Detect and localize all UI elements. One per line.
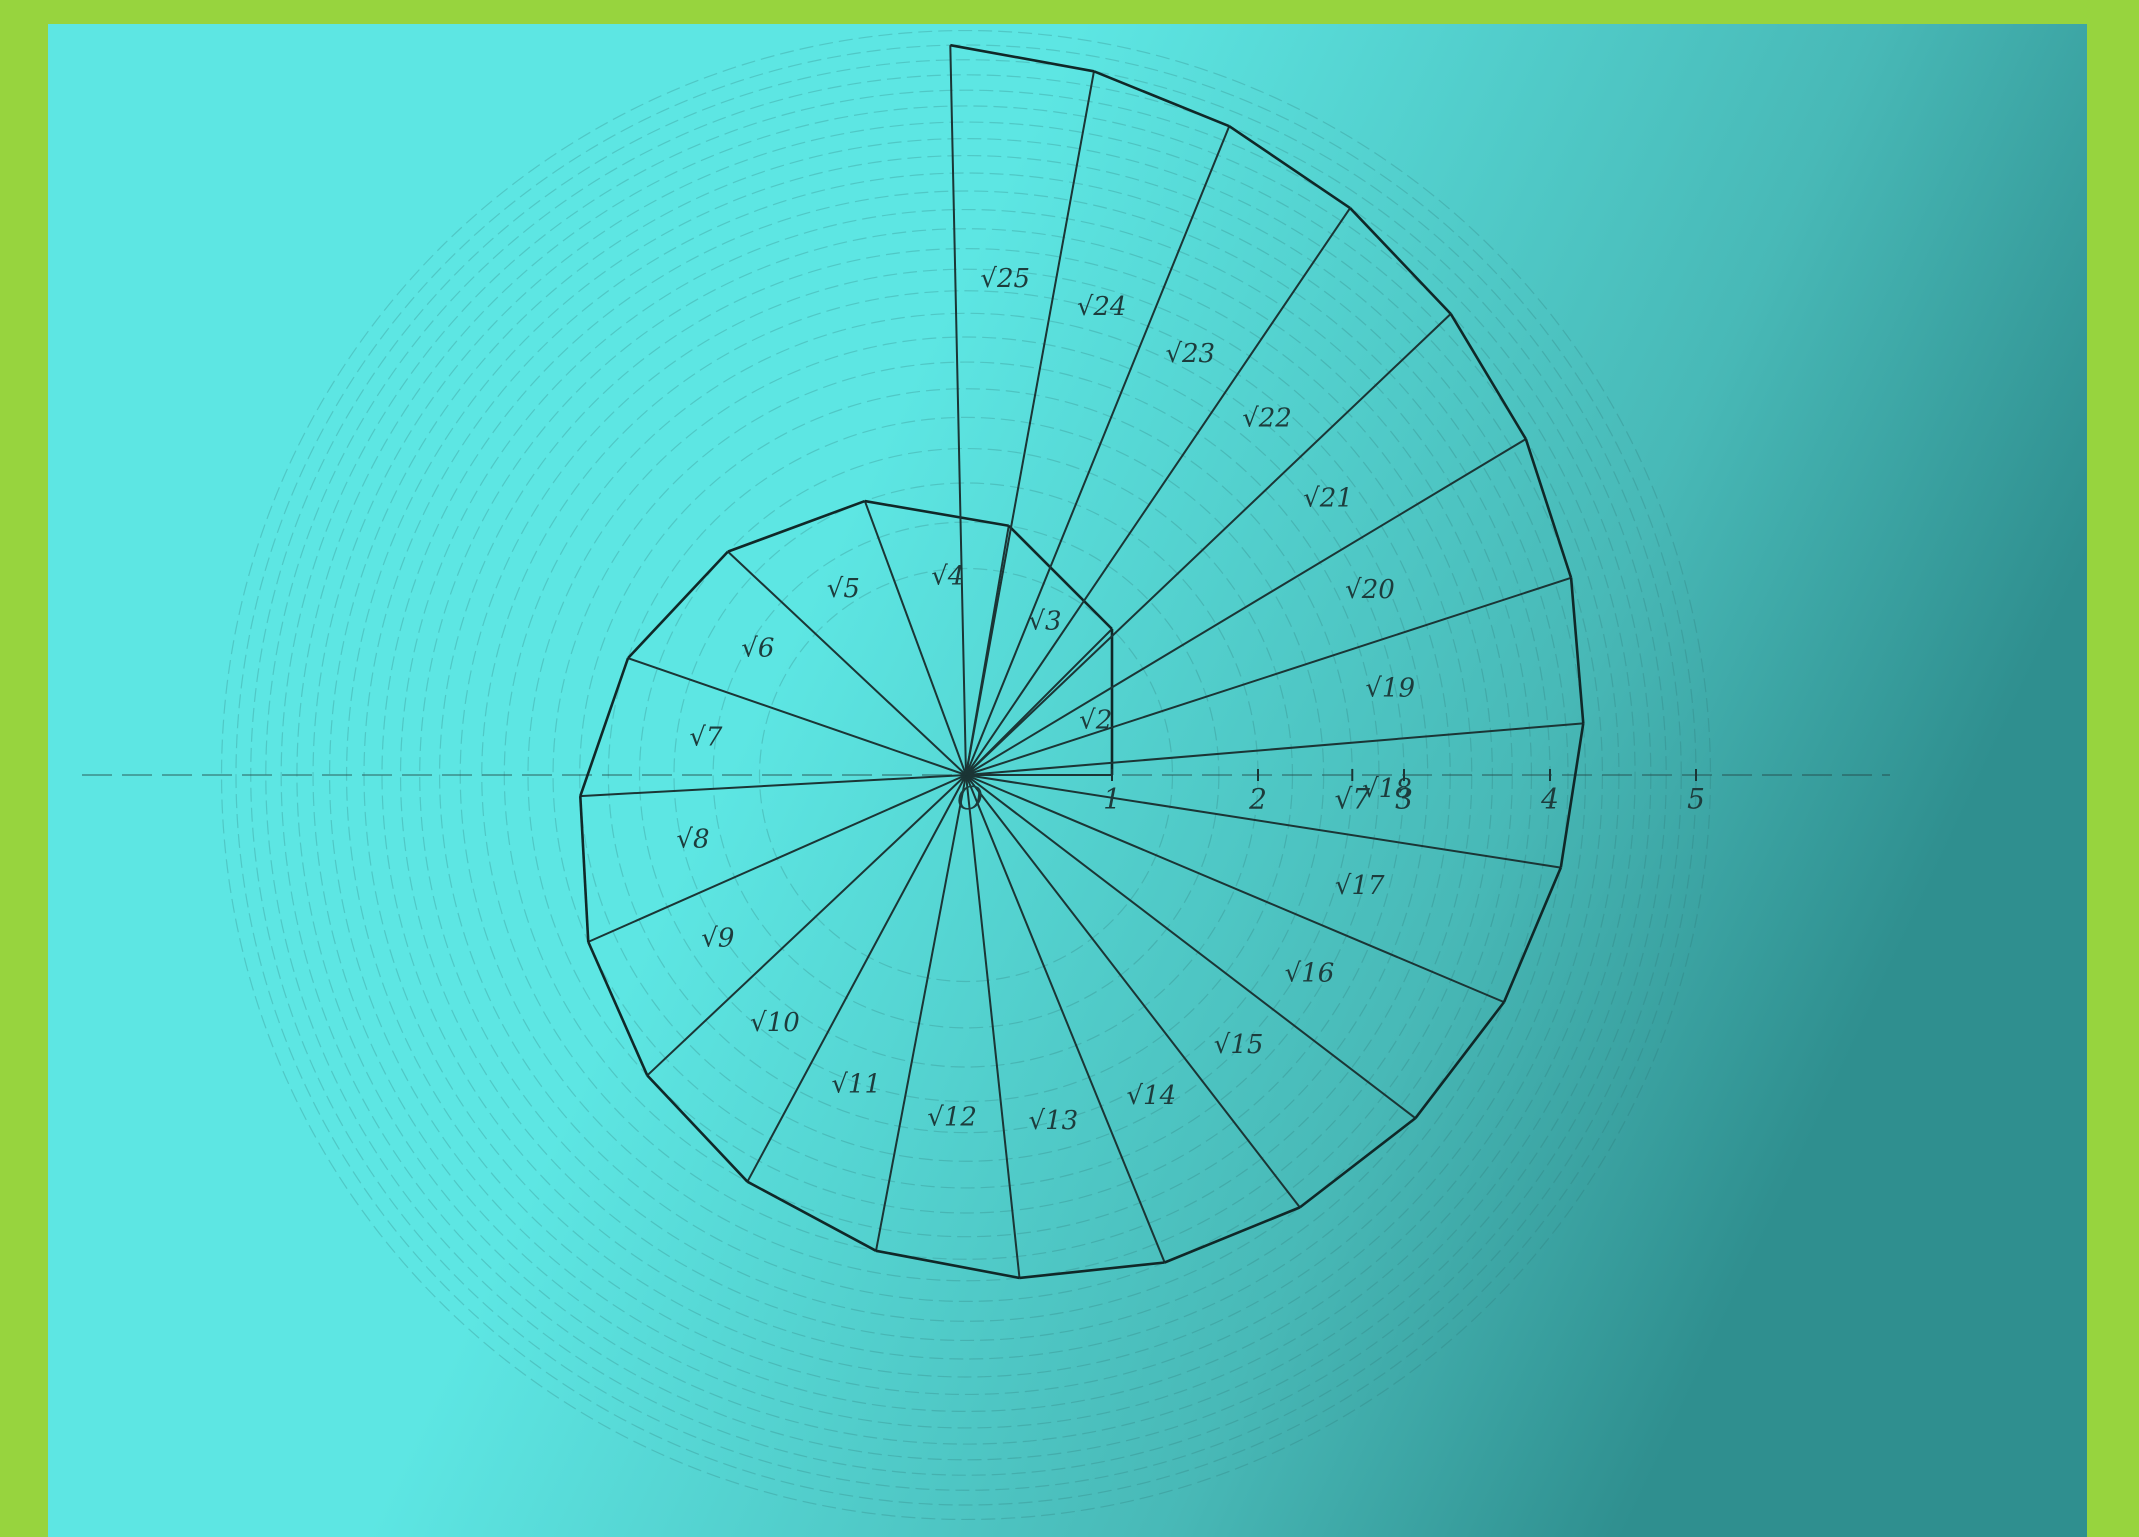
origin-label: O (957, 780, 983, 818)
hypotenuse-label: √17 (1335, 871, 1385, 901)
axis-tick-label: √7 (1334, 783, 1370, 816)
hypotenuse-label: √10 (750, 1008, 800, 1038)
hypotenuse-label: √21 (1303, 483, 1353, 513)
hypotenuse-label: √22 (1242, 404, 1292, 434)
paper (48, 24, 2087, 1537)
hypotenuse-label: √15 (1214, 1030, 1264, 1060)
hypotenuse-label: √7 (689, 723, 723, 753)
hypotenuse-label: √9 (701, 924, 734, 954)
hypotenuse-label: √8 (676, 824, 709, 854)
hypotenuse-label: √2 (1079, 705, 1112, 735)
hypotenuse-label: √5 (827, 574, 860, 604)
hypotenuse-label: √16 (1285, 958, 1335, 988)
page: √2 √3 √4 √5 √6 √7 √8 √9 √10 √11 √12 √13 √14 √15 √16 √17… (0, 0, 2139, 1537)
hypotenuse-label: √3 (1028, 606, 1061, 636)
axis-tick-label: 1 (1103, 783, 1121, 816)
hypotenuse-label: √14 (1126, 1081, 1176, 1111)
hypotenuse-label: √13 (1029, 1106, 1079, 1136)
axis-tick-label: 3 (1395, 783, 1413, 816)
hypotenuse-label: √12 (927, 1103, 977, 1133)
axis-tick-label: 2 (1248, 783, 1267, 816)
photo: √2 √3 √4 √5 √6 √7 √8 √9 √10 √11 √12 √13 √14 √15 √16 √17… (0, 0, 2139, 1537)
hypotenuse-label: √24 (1077, 292, 1127, 322)
axis-tick-label: 4 (1540, 783, 1559, 816)
hypotenuse-label: √11 (831, 1069, 881, 1099)
hypotenuse-label: √20 (1345, 575, 1395, 605)
hypotenuse-label: √25 (980, 264, 1030, 294)
axis-tick-label: 5 (1687, 783, 1705, 816)
hypotenuse-label: √23 (1165, 339, 1215, 369)
hypotenuse-label: √4 (931, 561, 964, 591)
hypotenuse-label: √6 (741, 633, 774, 663)
hypotenuse-label: √19 (1365, 673, 1415, 703)
